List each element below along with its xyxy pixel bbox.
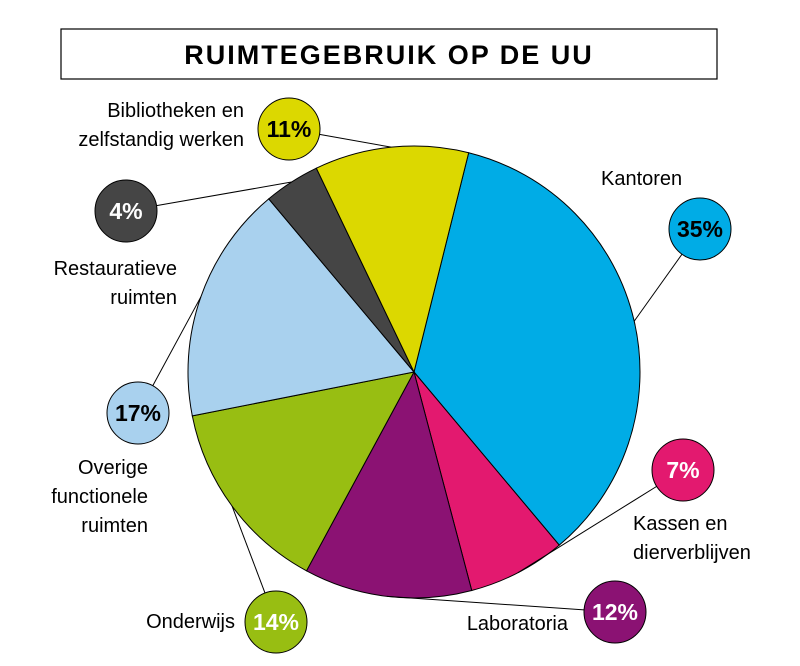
category-label-line: Laboratoria [467,613,569,635]
leader-line-laboratoria [387,595,585,611]
category-label-line: zelfstandig werken [78,129,244,151]
chart-title: RUIMTEGEBRUIK OP DE UU [184,40,594,70]
value-bubble-kassen-en-dierverblijven [651,438,715,502]
value-bubble-bibliotheken-en-zelfstandig-werken [257,97,321,161]
value-label-bibliotheken-en-zelfstandig-werken: 11% [267,116,312,142]
leader-line-kantoren [633,253,683,322]
value-bubble-restauratieve-ruimten [94,179,158,243]
category-label-line: functionele [51,486,148,508]
value-label-overige-functionele-ruimten: 17% [115,400,161,426]
leader-line-kassen-en-dierverblijven [517,485,657,574]
value-bubble-overige-functionele-ruimten [106,381,170,445]
category-label-line: ruimten [110,287,177,309]
category-label-line: dierverblijven [633,542,751,564]
category-label-onderwijs: Onderwijs [146,611,235,633]
value-label-laboratoria: 12% [592,599,638,625]
category-label-line: Bibliotheken en [107,100,244,122]
value-bubble-laboratoria [583,580,647,644]
value-label-restauratieve-ruimten: 4% [109,198,142,224]
leader-line-bibliotheken-en-zelfstandig-werken [319,133,392,148]
leader-line-restauratieve-ruimten [156,181,292,207]
category-label-line: ruimten [81,515,148,537]
value-bubble-onderwijs [244,590,308,654]
value-label-kassen-en-dierverblijven: 7% [666,457,699,483]
category-label-line: Kassen en [633,513,728,535]
category-label-overige-functionele-ruimten: Overige functionele ruimten [51,457,148,537]
category-label-line: Overige [78,457,148,479]
category-label-restauratieve-ruimten: Restauratieve ruimten [54,258,177,309]
value-label-kantoren: 35% [677,216,723,242]
leader-line-overige-functionele-ruimten [152,296,202,386]
slice-annotations: 35% Kantoren 7% Kassen en dierverblijven 12% L… [51,97,751,654]
title-box [60,28,718,80]
pie-slices [187,145,641,599]
category-label-line: Onderwijs [146,611,235,633]
category-label-kassen-en-dierverblijven: Kassen en dierverblijven [633,513,751,564]
leader-line-onderwijs [231,505,266,594]
category-label-kantoren: Kantoren [601,168,682,190]
category-label-line: Restauratieve [54,258,177,280]
value-bubble-kantoren [668,197,732,261]
category-label-line: Kantoren [601,168,682,190]
category-label-laboratoria: Laboratoria [467,613,569,635]
pie-slice-bibliotheken-en-zelfstandig-werken [315,145,470,374]
value-label-onderwijs: 14% [253,609,299,635]
category-label-bibliotheken-en-zelfstandig-werken: Bibliotheken en zelfstandig werken [78,100,244,151]
